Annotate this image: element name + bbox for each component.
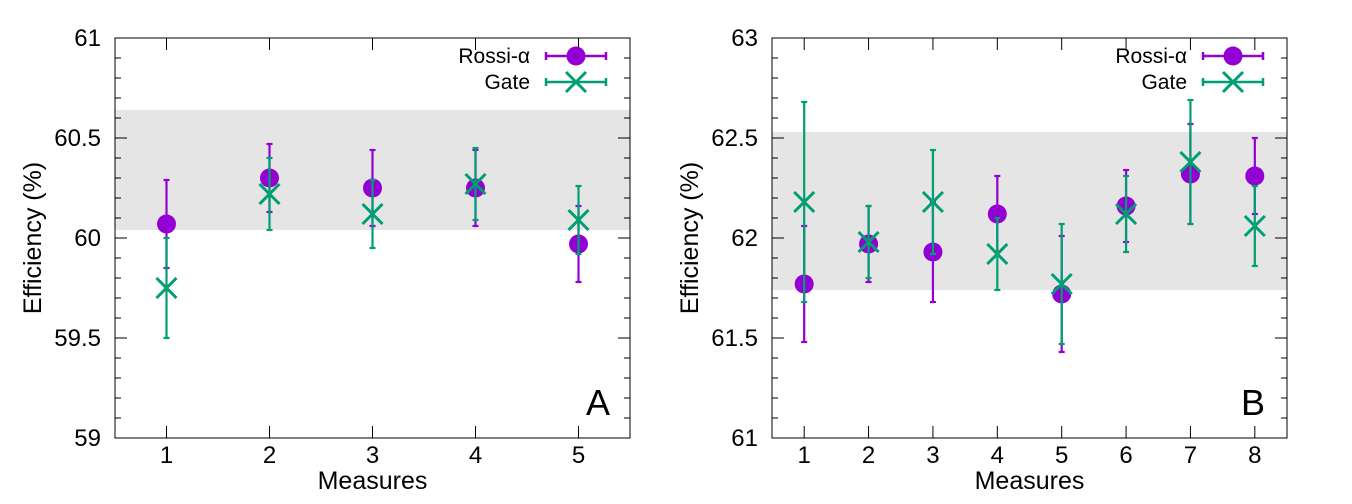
legend-entry: Gate	[1141, 70, 1265, 94]
data-point-circle	[157, 214, 176, 234]
y-tick-label: 60.5	[54, 125, 101, 152]
legend-entry: Gate	[484, 70, 608, 94]
plot-frame	[114, 37, 631, 439]
legend-label: Rossi-α	[458, 45, 530, 68]
legend-marker-circle	[1223, 46, 1243, 66]
y-axis-title: Efficiency (%)	[676, 162, 704, 314]
data-point-cross-b	[793, 190, 816, 214]
data-point-circle	[987, 204, 1007, 224]
legend-marker-cross-b	[564, 70, 588, 94]
x-tick-label: 4	[469, 442, 482, 469]
data-point-cross-b	[258, 182, 281, 206]
data-point-cross-b	[857, 230, 880, 254]
legend-marker-cross-b	[1221, 70, 1245, 94]
series-gate	[793, 98, 1266, 346]
y-tick-label: 59	[74, 425, 101, 452]
x-tick-label: 7	[1184, 442, 1197, 469]
legend-label: Rossi-α	[1115, 45, 1187, 68]
chart-panel-a: 59 59.5 60 60.5 61 1 2 3 4 5 Measures Efficiency (%…	[19, 25, 631, 495]
data-point-cross-b	[1179, 150, 1202, 174]
legend-marker-circle	[566, 46, 586, 66]
data-point-cross-b	[155, 276, 178, 300]
legend-label: Gate	[484, 71, 530, 94]
data-point-circle	[1245, 166, 1265, 186]
x-axis-title: Measures	[975, 467, 1085, 495]
data-point-cross-b	[567, 208, 590, 232]
y-tick-label: 61	[731, 425, 758, 452]
x-tick-label: 8	[1248, 442, 1261, 469]
legend-entry: Rossi-α	[1115, 45, 1265, 68]
series-gate	[155, 146, 590, 340]
y-tick-label: 62.5	[711, 125, 758, 152]
data-point-cross-b	[1050, 272, 1073, 296]
legend-entry: Rossi-α	[458, 45, 608, 68]
x-tick-label: 5	[1055, 442, 1068, 469]
x-axis-title: Measures	[318, 467, 428, 495]
uncertainty-band	[772, 132, 1287, 290]
data-point-cross-b	[921, 190, 944, 214]
x-tick-label: 1	[798, 442, 811, 469]
y-tick-label: 61.5	[711, 325, 758, 352]
y-tick-label: 63	[731, 25, 758, 52]
x-tick-label: 2	[263, 442, 276, 469]
data-point-cross-b	[361, 202, 384, 226]
panel-letter: B	[1241, 382, 1265, 423]
legend-label: Gate	[1141, 71, 1187, 94]
y-tick-label: 62	[731, 225, 758, 252]
data-point-cross-b	[1243, 214, 1266, 238]
plot-frame	[771, 37, 1288, 439]
y-tick-label: 59.5	[54, 325, 101, 352]
x-tick-label: 2	[862, 442, 875, 469]
x-tick-label: 4	[991, 442, 1004, 469]
y-tick-label: 60	[74, 225, 101, 252]
x-tick-label: 5	[572, 442, 585, 469]
y-axis-title: Efficiency (%)	[19, 162, 47, 314]
data-point-cross-b	[464, 172, 487, 196]
x-tick-label: 6	[1119, 442, 1132, 469]
panel-letter: A	[586, 382, 610, 423]
x-tick-label: 1	[160, 442, 173, 469]
data-point-cross-b	[1115, 202, 1138, 226]
y-tick-label: 61	[74, 25, 101, 52]
x-tick-label: 3	[366, 442, 379, 469]
data-point-cross-b	[986, 242, 1009, 266]
x-tick-label: 3	[926, 442, 939, 469]
chart-panel-b: 61 61.5 62 62.5 63 1 2 3 4 5 6 7 8 Measures Efficiency…	[676, 25, 1288, 495]
